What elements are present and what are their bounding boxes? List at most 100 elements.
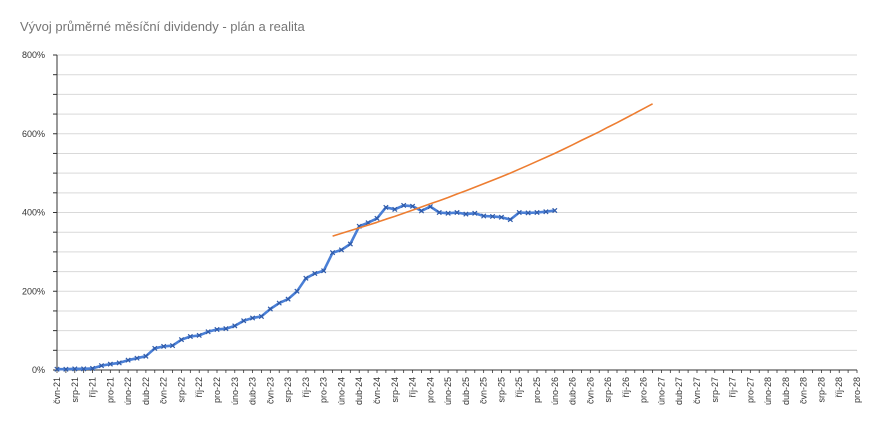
x-tick-label: pro-28 (852, 377, 862, 403)
x-tick-label: dub-28 (781, 377, 791, 405)
x-tick-label: pro-24 (425, 377, 435, 403)
data-point-marker (463, 211, 469, 217)
data-point-marker (312, 270, 318, 277)
x-tick-label: pro-21 (105, 377, 115, 403)
x-tick-label: dub-23 (248, 377, 258, 405)
data-point-marker (418, 208, 425, 214)
x-tick-label: čvn-24 (372, 377, 382, 404)
chart-title: Vývoj průměrné měsíční dividendy - plán … (20, 19, 305, 34)
y-tick-label: 0% (32, 365, 45, 375)
x-tick-label: čvn-28 (799, 377, 809, 404)
x-tick-label: pro-27 (745, 377, 755, 403)
data-point-marker (258, 313, 265, 320)
x-tick-label: srp-22 (176, 377, 186, 403)
data-point-marker (54, 366, 60, 372)
x-tick-label: srp-23 (283, 377, 293, 403)
x-tick-label: říj-24 (408, 377, 418, 398)
x-tick-label: úno-26 (550, 377, 560, 405)
data-point-marker (294, 288, 300, 294)
data-point-marker (241, 318, 247, 324)
data-point-marker (125, 357, 131, 363)
data-point-marker (285, 296, 291, 302)
data-point-marker (489, 213, 496, 220)
data-point-marker (525, 210, 531, 216)
data-point-marker (143, 353, 149, 359)
x-tick-label: dub-27 (674, 377, 684, 405)
x-tick-label: říj-25 (514, 377, 524, 398)
data-point-marker (454, 209, 460, 216)
data-point-marker (267, 306, 273, 312)
data-point-marker (249, 315, 256, 321)
x-tick-label: dub-26 (568, 377, 578, 405)
data-point-marker (72, 366, 78, 372)
x-tick-label: dub-25 (461, 377, 471, 405)
x-tick-label: dub-24 (354, 377, 364, 405)
x-tick-label: úno-23 (230, 377, 240, 405)
data-point-marker (329, 250, 336, 256)
data-point-marker (516, 209, 522, 216)
data-point-marker (374, 215, 380, 222)
data-point-marker (98, 363, 105, 369)
x-tick-label: srp-25 (496, 377, 506, 403)
data-point-marker (552, 207, 558, 214)
x-tick-label: říj-21 (88, 377, 98, 398)
data-point-marker (169, 342, 176, 349)
x-tick-label: říj-22 (194, 377, 204, 398)
data-point-marker (507, 216, 513, 223)
x-tick-label: srp-26 (603, 377, 613, 403)
y-tick-label: 400% (22, 208, 45, 218)
data-point-marker (205, 329, 211, 335)
x-tick-label: čvn-27 (692, 377, 702, 404)
x-tick-label: čvn-25 (479, 377, 489, 404)
x-tick-label: úno-27 (656, 377, 666, 405)
x-tick-label: čvn-26 (585, 377, 595, 404)
data-point-marker (338, 247, 345, 253)
x-tick-label: čvn-21 (52, 377, 62, 404)
data-point-marker (89, 365, 96, 372)
series-line-plan (332, 103, 653, 237)
x-tick-label: srp-27 (710, 377, 720, 403)
data-point-marker (276, 300, 282, 306)
data-point-marker (498, 214, 505, 220)
data-point-marker (401, 202, 407, 209)
x-tick-label: čvn-22 (159, 377, 169, 404)
x-tick-label: pro-22 (212, 377, 222, 403)
data-point-marker (81, 366, 87, 372)
x-tick-label: pro-25 (532, 377, 542, 403)
x-tick-label: úno-22 (123, 377, 133, 405)
data-point-marker (383, 204, 389, 211)
x-tick-label: pro-26 (639, 377, 649, 403)
y-tick-label: 600% (22, 129, 45, 139)
series-line-actual (57, 204, 555, 371)
x-tick-label: úno-24 (336, 377, 346, 405)
data-point-marker (63, 366, 69, 372)
data-point-marker (303, 275, 309, 281)
data-point-marker (152, 345, 158, 351)
data-point-marker (445, 210, 451, 216)
data-point-marker (178, 337, 185, 343)
data-point-marker (196, 332, 202, 338)
data-point-marker (187, 333, 193, 340)
x-tick-label: úno-25 (443, 377, 453, 405)
data-point-marker (134, 355, 140, 361)
y-tick-label: 200% (22, 286, 45, 296)
data-point-marker (214, 326, 220, 333)
x-tick-label: čvn-23 (265, 377, 275, 404)
x-tick-label: pro-23 (319, 377, 329, 403)
x-tick-label: srp-21 (70, 377, 80, 403)
data-point-marker (481, 213, 487, 219)
data-point-marker (392, 206, 398, 212)
data-point-marker (436, 209, 442, 216)
data-point-marker (321, 268, 327, 274)
x-tick-label: dub-22 (141, 377, 151, 405)
data-point-marker (223, 326, 229, 332)
x-tick-label: srp-24 (390, 377, 400, 403)
data-point-marker (543, 209, 549, 215)
x-tick-label: srp-28 (816, 377, 826, 403)
data-point-marker (472, 210, 478, 216)
x-tick-label: říj-27 (728, 377, 738, 398)
data-point-marker (116, 360, 122, 366)
y-tick-label: 800% (22, 50, 45, 60)
